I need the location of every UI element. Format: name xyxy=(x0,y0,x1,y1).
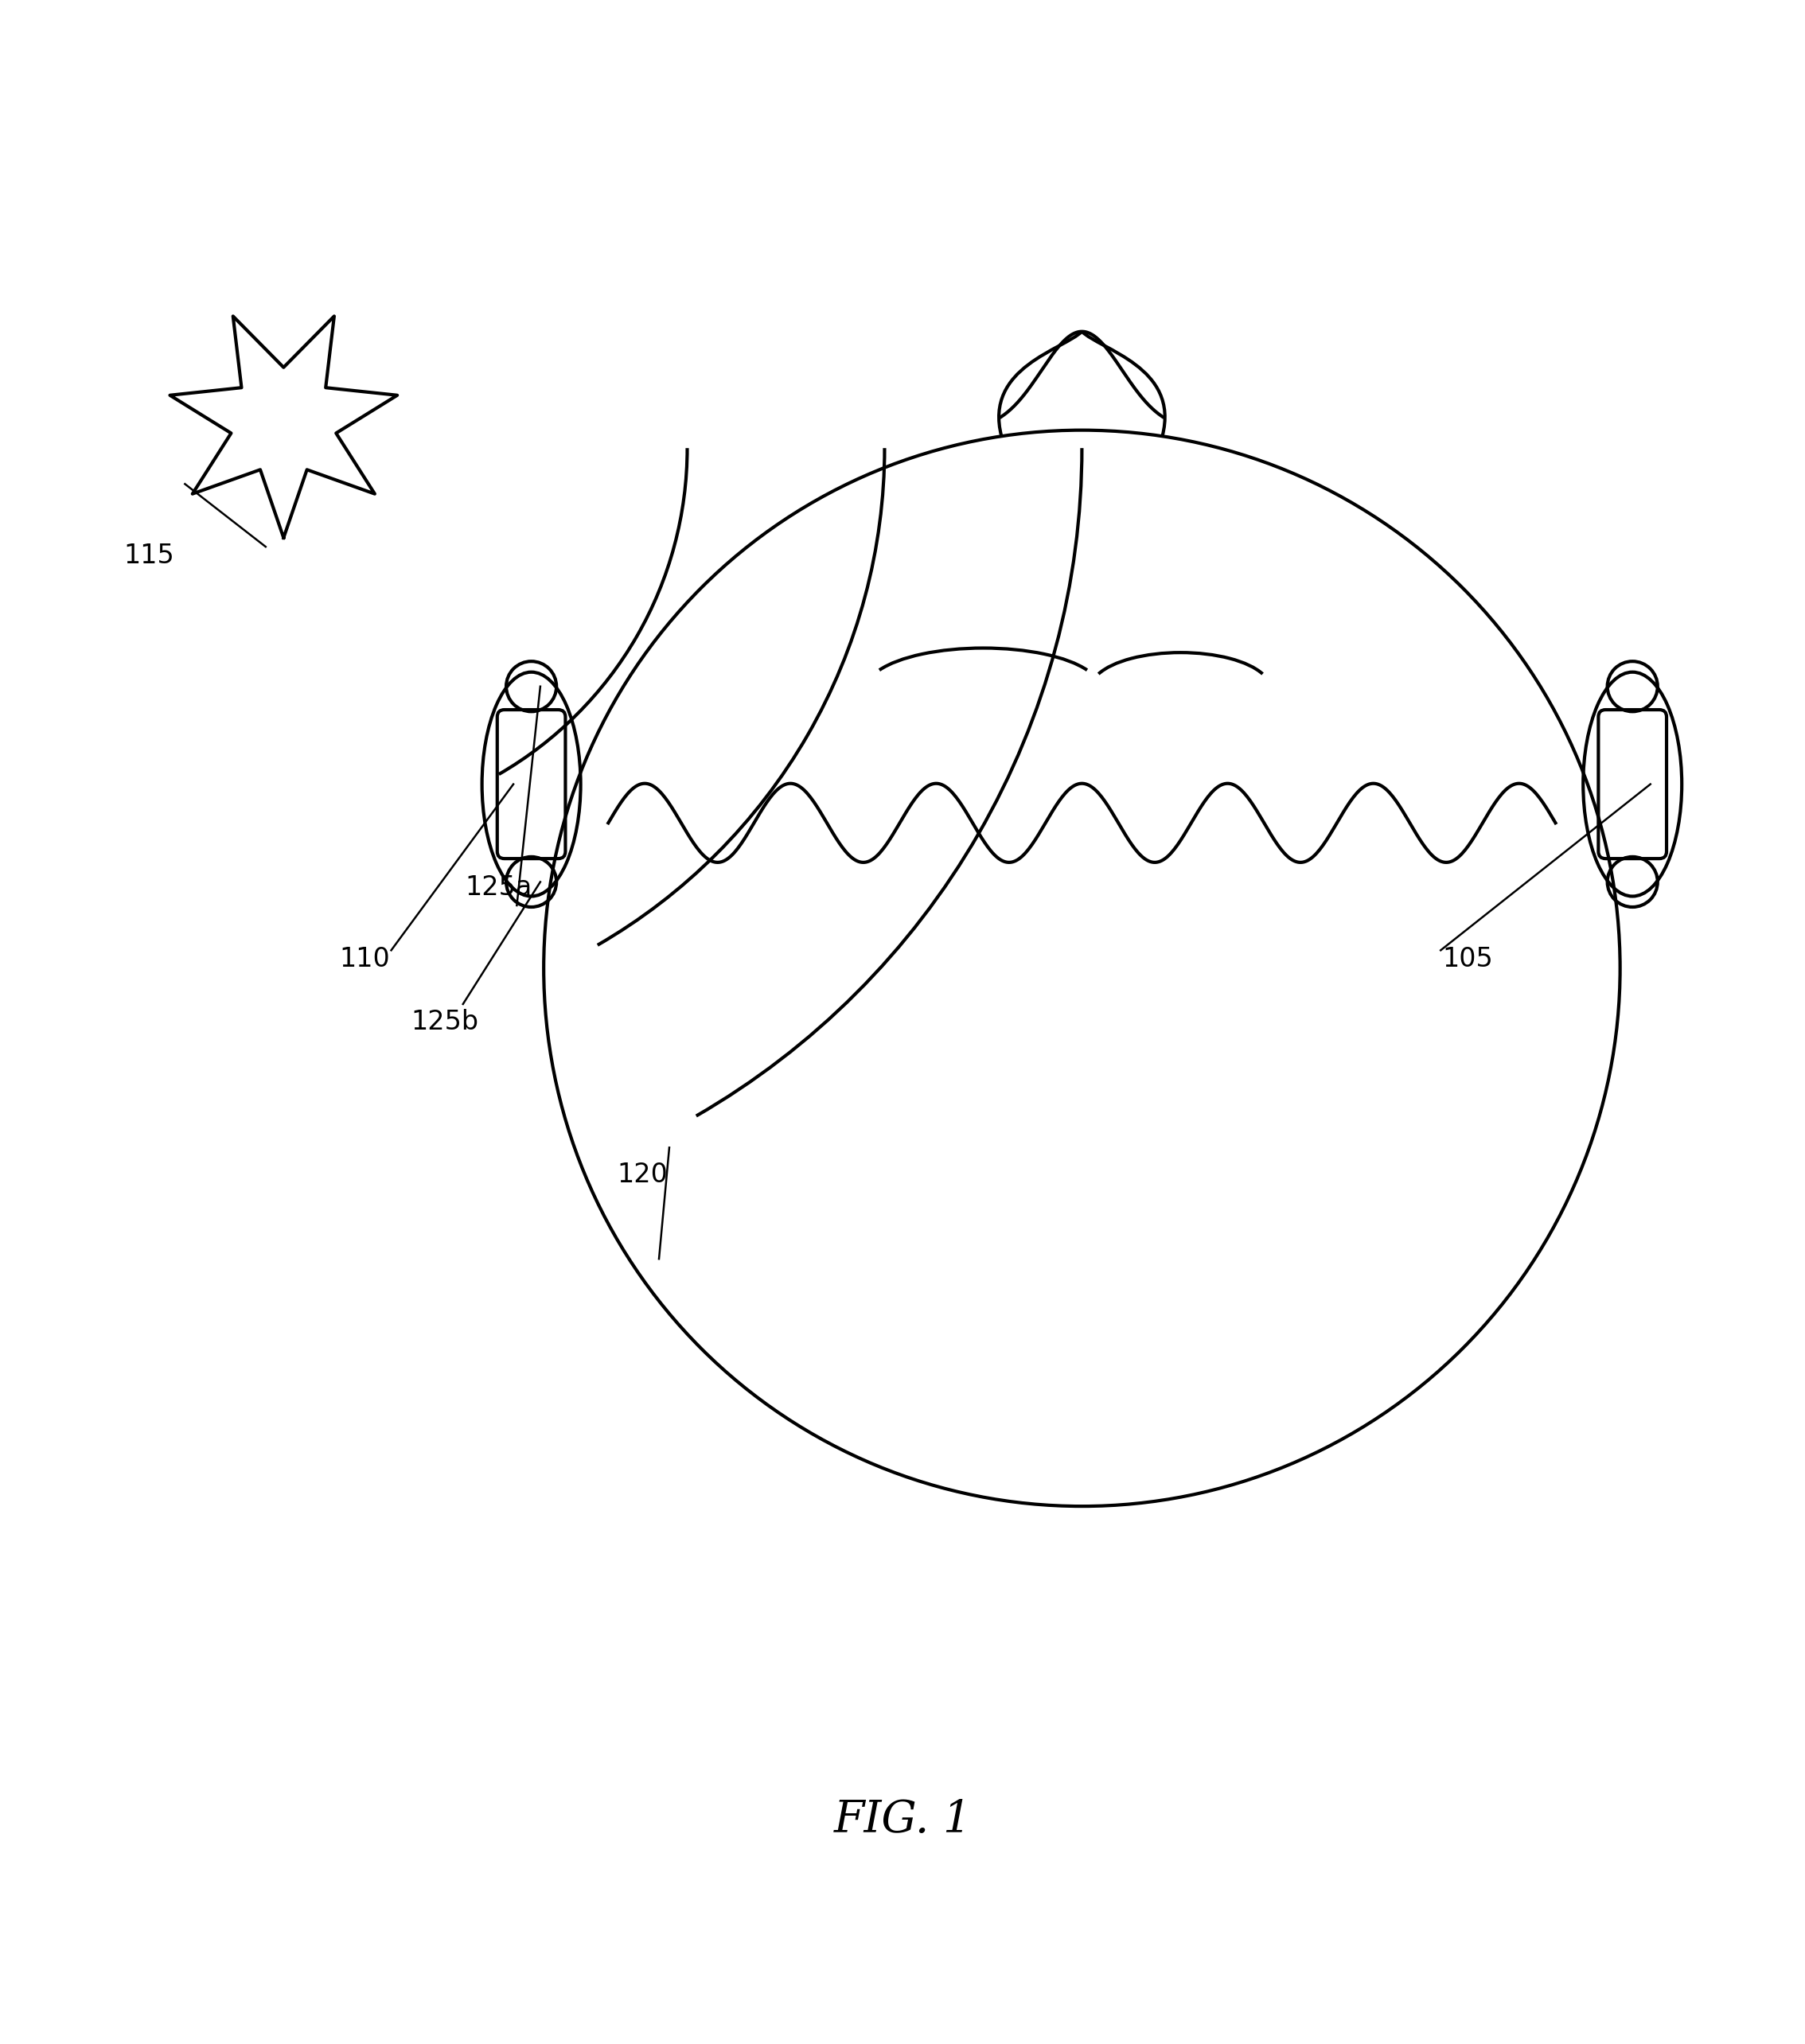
Text: 120: 120 xyxy=(617,1161,668,1188)
Text: FIG. 1: FIG. 1 xyxy=(834,1799,971,1842)
Text: 110: 110 xyxy=(339,946,390,973)
Text: 115: 115 xyxy=(125,542,175,568)
Text: 125b: 125b xyxy=(412,1010,478,1034)
Text: 105: 105 xyxy=(1442,946,1493,973)
Text: 125a: 125a xyxy=(466,875,532,901)
